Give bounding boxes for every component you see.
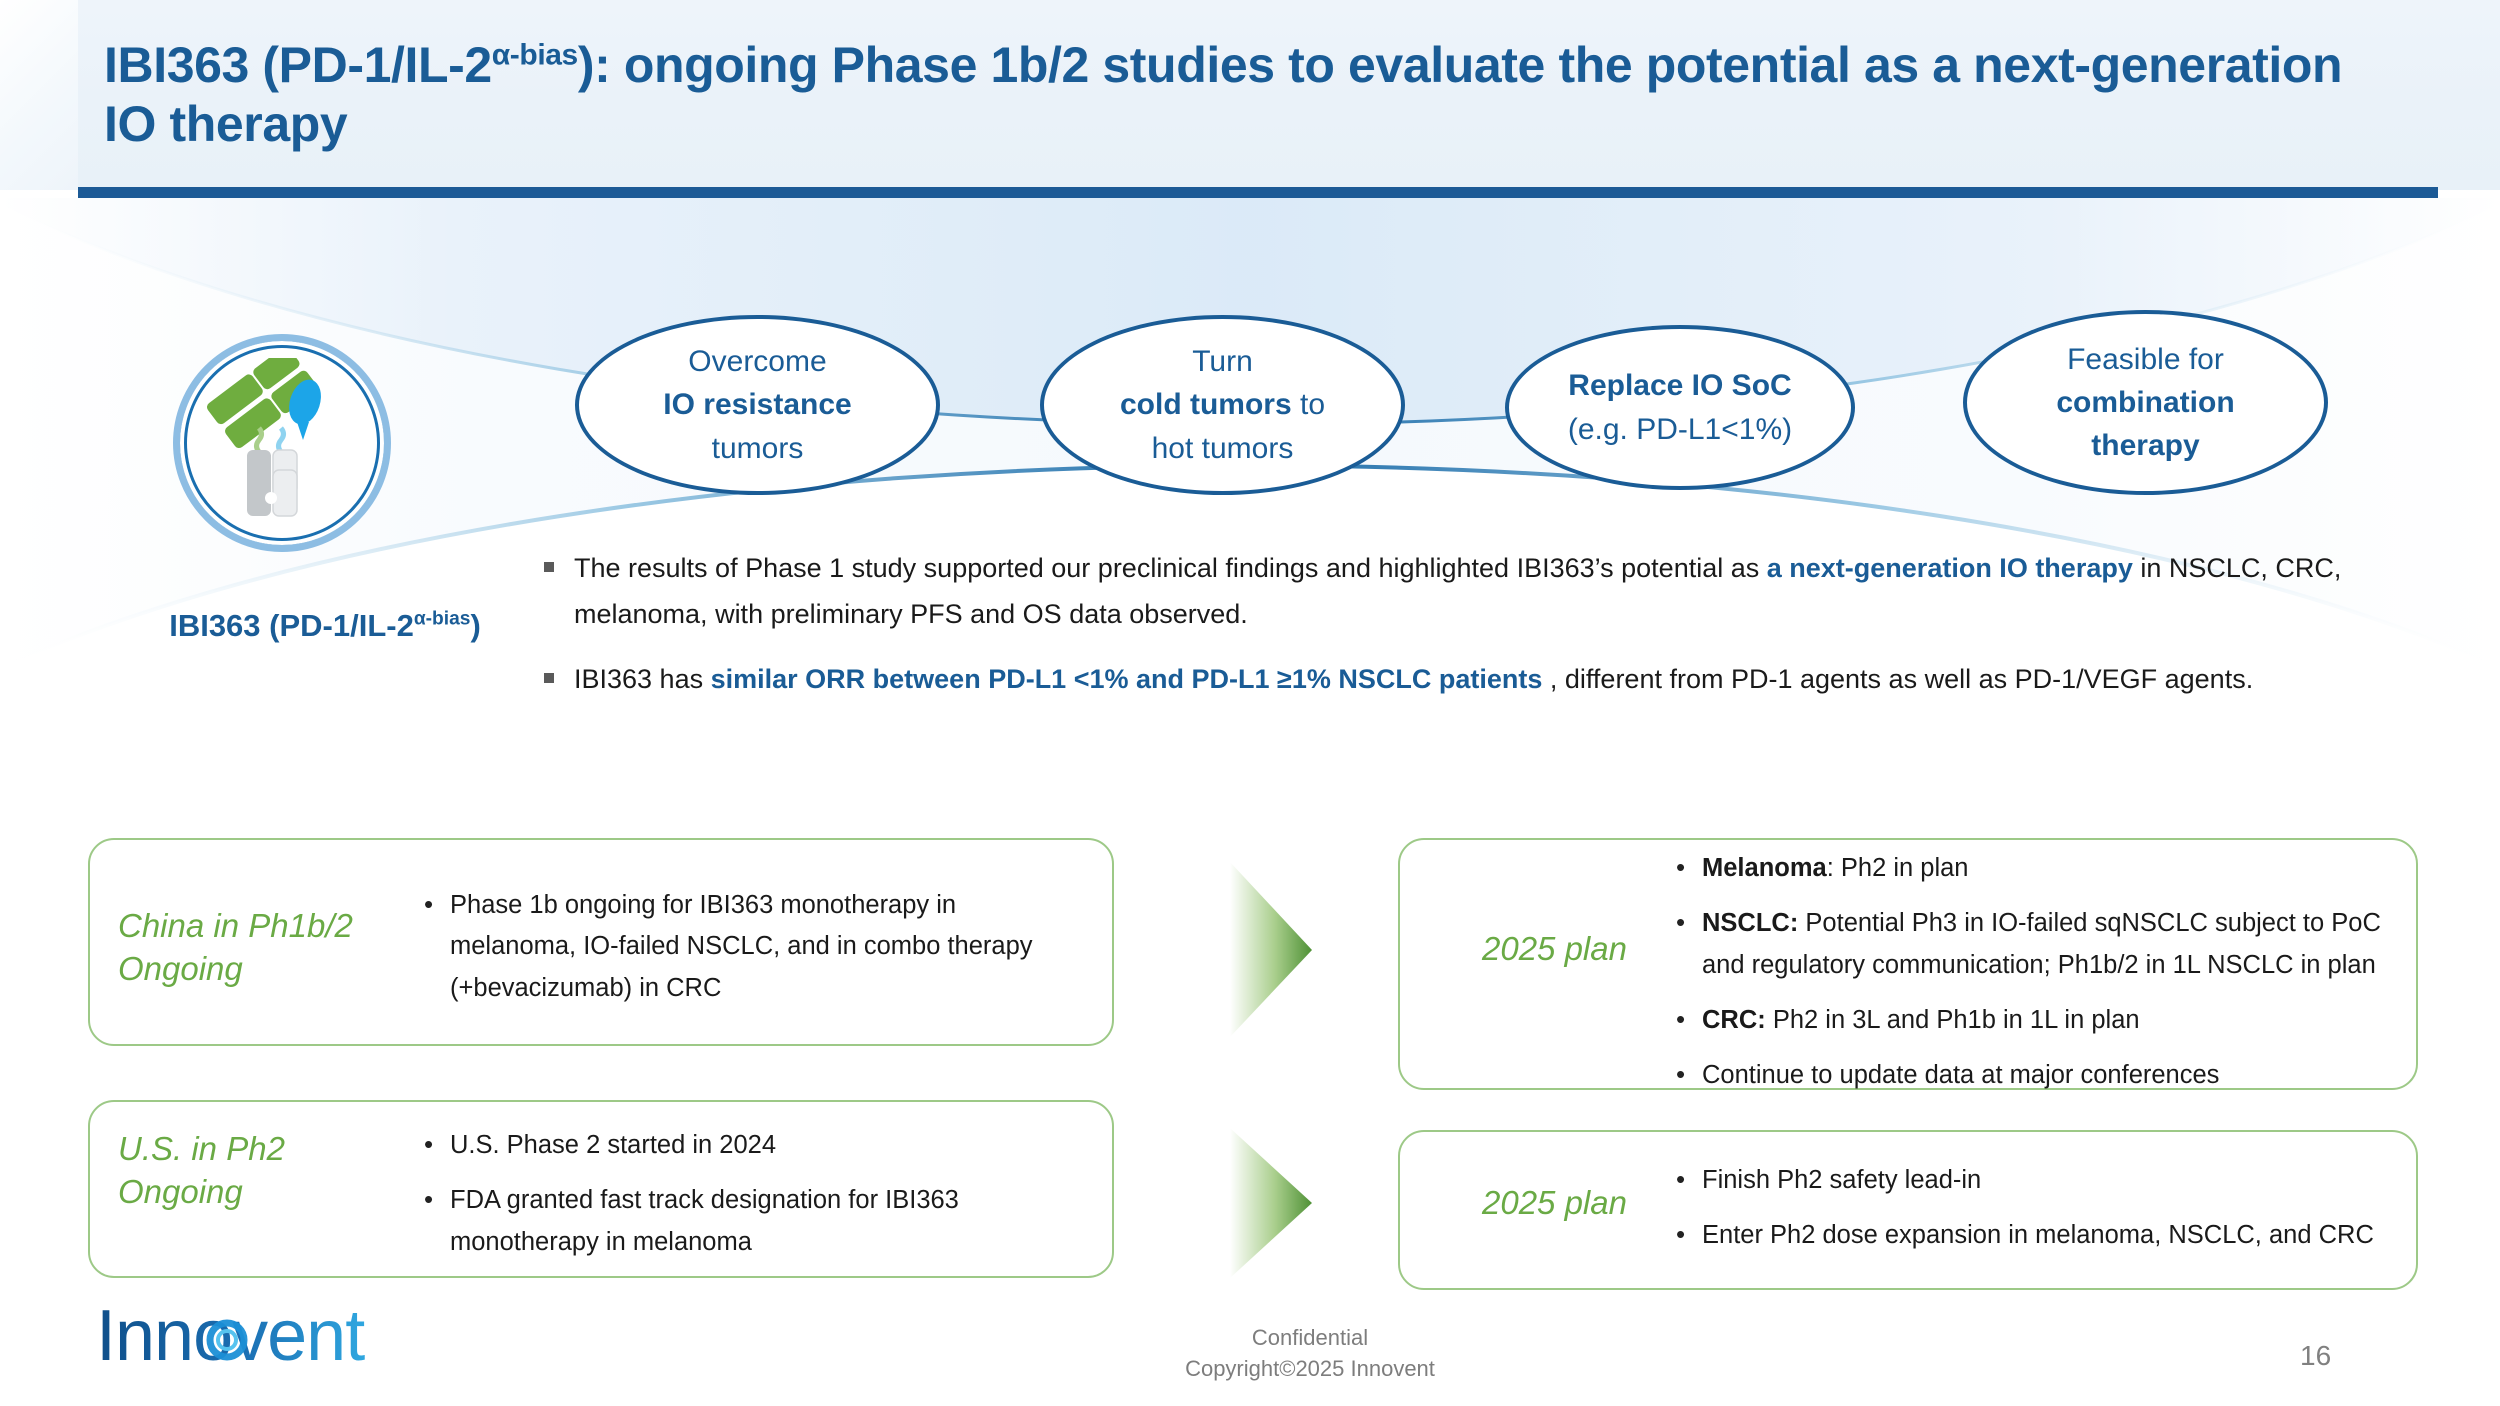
header-corner-accent [0,0,78,190]
list-item: Enter Ph2 dose expansion in melanoma, NS… [1672,1213,2402,1256]
molecule-caption: IBI363 (PD-1/IL-2α-bias) [110,608,540,644]
ellipse2-line2: cold tumors [1119,388,1292,422]
summary-bullet-2: IBI363 has similar ORR between PD-L1 <1%… [540,656,2470,702]
footer-confidential-note: Confidential Copyright©2025 Innovent [1090,1322,1530,1384]
ellipse4-line2: combination [2056,385,2235,419]
title-divider-rule [78,187,2438,198]
antibody-molecule-icon [173,334,391,552]
summary-bullet-1-part2: in NSCLC, CRC, melanoma, with preliminar… [574,553,2342,630]
us-label-line2: Ongoing [118,1172,243,1210]
ellipse1-line2: IO resistance [663,388,852,422]
square-bullet-icon [544,672,554,683]
summary-bullet-1-highlight: a next-generation IO therapy [1766,553,2133,583]
list-item: NSCLC: Potential Ph3 in IO-failed sqNSCL… [1672,901,2402,986]
us-ongoing-label: U.S. in Ph2 Ongoing [118,1128,418,1214]
ellipse1-line1: Overcome [688,345,827,379]
copyright-text: Copyright©2025 Innovent [1185,1356,1435,1382]
summary-bullet-1-part1: The results of Phase 1 study supported o… [574,553,1760,583]
list-item: FDA granted fast track designation for I… [420,1178,1080,1263]
title-superscript: α-bias [491,38,578,72]
list-item-text: Ph2 in 3L and Ph1b in 1L in plan [1765,1005,2140,1034]
plan-china-label: 2025 plan [1482,930,1627,967]
list-item-text: : Ph2 in plan [1826,854,1969,882]
list-item: Continue to update data at major confere… [1672,1053,2402,1096]
list-item-text: Potential Ph3 in IO-failed sqNSCLC subje… [1702,909,2381,979]
benefit-ellipse-replace-soc: Replace IO SoC (e.g. PD-L1<1%) [1505,325,1855,490]
ellipse3-line1: Replace IO SoC [1568,369,1792,403]
plan-china-items: Melanoma: Ph2 in plan NSCLC: Potential P… [1672,846,2402,1096]
china-ongoing-label: China in Ph1b/2 Ongoing [118,905,418,991]
summary-bullet-2-highlight: similar ORR between PD-L1 <1% and PD-L1 … [710,663,1543,694]
list-item: Melanoma: Ph2 in plan [1672,846,2402,889]
list-item: Finish Ph2 safety lead-in [1672,1158,2402,1201]
summary-bullet-2-part1: IBI363 has [574,663,704,694]
list-item: Phase 1b ongoing for IBI363 monotherapy … [420,883,1080,1009]
benefit-ellipse-cold-to-hot: Turn cold tumors to hot tumors [1040,315,1405,495]
chevron-right-icon [1230,1128,1365,1278]
confidential-text: Confidential [1251,1325,1369,1350]
list-item-text: Enter Ph2 dose expansion in melanoma, NS… [1702,1221,2374,1250]
square-bullet-icon [544,562,554,572]
benefit-ellipse-combination: Feasible for combination therapy [1963,310,2328,495]
list-item: CRC: Ph2 in 3L and Ph1b in 1L in plan [1672,998,2402,1041]
molecule-glyph [206,358,321,517]
ellipse2-line2-tail: to [1291,388,1326,422]
molecule-caption-main: IBI363 (PD-1/IL-2 [169,608,414,643]
plan-us-box [1398,1130,2418,1290]
list-item-bold: Melanoma [1702,854,1827,882]
plan-us-items: Finish Ph2 safety lead-in Enter Ph2 dose… [1672,1158,2402,1257]
china-label-line1: China in Ph1b/2 [118,907,353,944]
molecule-caption-sup: α-bias [413,608,471,630]
ellipse2-line3: hot tumors [1151,431,1294,465]
page-number: 16 [2300,1340,2332,1371]
page-title: IBI363 (PD-1/IL-2α-bias): ongoing Phase … [104,36,2404,154]
title-rest: ): ongoing Phase 1b/2 studies to evaluat… [104,37,2343,152]
list-item: U.S. Phase 2 started in 2024 [420,1123,1080,1166]
logo-wordmark: Innovent [96,1298,365,1376]
list-item-text: Continue to update data at major confere… [1702,1061,2220,1090]
header-band [0,0,2500,190]
innovent-logo: Innovent [96,1296,496,1378]
benefit-ellipse-overcome: Overcome IO resistance tumors [575,315,940,495]
ellipse4-line1: Feasible for [2067,342,2224,376]
title-main: IBI363 (PD-1/IL-2 [104,37,492,93]
ellipse4-line3: therapy [2091,429,2200,463]
plan-us-label: 2025 plan [1482,1184,1627,1221]
list-item-bold: NSCLC: [1702,909,1799,938]
summary-bullet-1: The results of Phase 1 study supported o… [540,545,2470,638]
ellipse2-line1: Turn [1192,345,1253,379]
us-label-line1: U.S. in Ph2 [118,1130,285,1167]
ellipse1-line3: tumors [711,431,804,465]
summary-bullet-list: The results of Phase 1 study supported o… [540,545,2470,720]
list-item-text: Finish Ph2 safety lead-in [1702,1166,1982,1194]
ellipse3-line2: (e.g. PD-L1<1%) [1567,412,1793,446]
list-item-bold: CRC: [1702,1005,1766,1034]
china-ongoing-items: Phase 1b ongoing for IBI363 monotherapy … [420,883,1080,1009]
chevron-right-icon [1230,862,1365,1037]
us-ongoing-items: U.S. Phase 2 started in 2024 FDA granted… [420,1123,1080,1263]
molecule-caption-end: ) [470,608,481,643]
china-label-line2: Ongoing [118,949,243,987]
summary-bullet-2-part2: , different from PD-1 agents as well as … [1549,663,2254,694]
